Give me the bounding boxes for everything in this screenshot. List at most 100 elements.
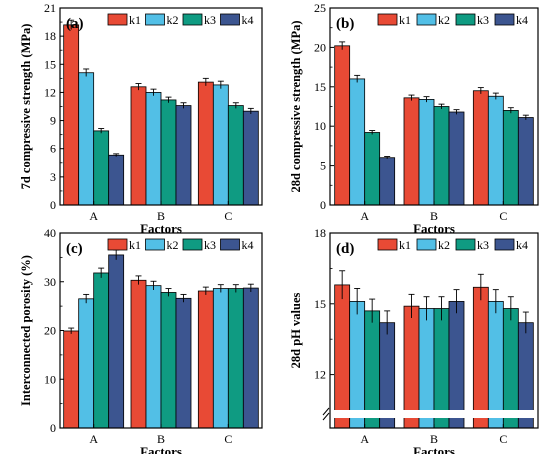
x-axis-label: Factors — [413, 444, 455, 454]
legend-label-k4: k4 — [516, 13, 528, 27]
legend-label-k2: k2 — [167, 13, 179, 27]
y-tick-label: 15 — [314, 297, 326, 311]
bar-k2-A — [78, 298, 95, 429]
x-axis-label: Factors — [140, 221, 182, 236]
bar-k4-B — [175, 297, 192, 429]
x-category-label: B — [430, 432, 438, 446]
x-category-label: C — [499, 432, 507, 446]
x-axis-label: Factors — [140, 444, 182, 454]
y-tick-label: 12 — [44, 85, 56, 99]
bar-k4-B — [448, 111, 465, 206]
legend-label-k4: k4 — [516, 238, 528, 252]
legend-swatch-k4 — [494, 13, 515, 26]
bar-k2-C — [487, 95, 504, 206]
bar-k4-B — [175, 105, 192, 206]
legend-swatch-k3 — [455, 238, 476, 251]
y-tick-label: 40 — [44, 226, 56, 240]
legend-swatch-k3 — [455, 13, 476, 26]
bar-k3-A — [93, 130, 110, 206]
y-tick-label: 18 — [44, 29, 56, 43]
legend-label-k3: k3 — [477, 13, 489, 27]
bar-k3-A — [364, 132, 381, 206]
y-tick-label: 15 — [314, 80, 326, 94]
bar-k1-B — [403, 305, 420, 429]
bar-k1-C — [197, 290, 214, 429]
bar-k4-A — [108, 254, 125, 429]
y-tick-label: 12 — [314, 368, 326, 382]
y-tick-label: 0 — [320, 198, 326, 212]
legend-label-k2: k2 — [438, 13, 450, 27]
bar-k1-C — [197, 81, 214, 206]
bar-k2-B — [418, 99, 435, 206]
legend-swatch-k1 — [377, 238, 398, 251]
bar-k3-C — [227, 288, 244, 429]
y-axis-label: 28d pH values — [289, 293, 303, 369]
x-category-label: A — [360, 209, 369, 223]
legend-swatch-k3 — [182, 13, 203, 26]
legend-swatch-k4 — [494, 238, 515, 251]
y-tick-label: 9 — [50, 114, 56, 128]
legend-swatch-k1 — [107, 13, 128, 26]
legend-label-k3: k3 — [477, 238, 489, 252]
panel-label: (d) — [336, 241, 354, 257]
x-category-label: A — [89, 432, 98, 446]
bar-k1-B — [130, 279, 147, 429]
x-category-label: B — [157, 209, 165, 223]
panel-2: 0 5 10 15 20 25 A B C Factors 28d compressive stre… — [289, 1, 539, 236]
legend-label-k3: k3 — [204, 238, 216, 252]
y-tick-label: 20 — [44, 324, 56, 338]
legend-swatch-k2 — [416, 13, 437, 26]
legend-label-k4: k4 — [242, 13, 254, 27]
bar-k2-B — [145, 285, 162, 429]
bar-k1-B — [403, 97, 420, 206]
bar-k4-B — [448, 301, 465, 429]
bar-k4-C — [242, 110, 259, 206]
legend-swatch-k3 — [182, 238, 203, 251]
legend-label-k1: k1 — [129, 13, 141, 27]
bar-k2-A — [349, 78, 366, 206]
bar-k4-C — [242, 287, 259, 429]
legend-label-k2: k2 — [167, 238, 179, 252]
bar-k2-C — [212, 288, 229, 429]
y-tick-label: 21 — [44, 1, 56, 15]
y-tick-label: 25 — [314, 1, 326, 15]
bar-k2-C — [212, 84, 229, 206]
legend-label-k1: k1 — [399, 13, 411, 27]
panel-label: (a) — [66, 16, 84, 32]
bar-k1-A — [334, 284, 351, 429]
legend-label-k4: k4 — [242, 238, 254, 252]
legend-label-k1: k1 — [129, 238, 141, 252]
legend-swatch-k4 — [220, 238, 240, 251]
legend-label-k1: k1 — [399, 238, 411, 252]
bar-k1-B — [130, 86, 147, 206]
legend-swatch-k1 — [107, 238, 128, 251]
legend-swatch-k1 — [377, 13, 398, 26]
bar-k3-B — [160, 292, 177, 429]
axis-break-mark — [322, 412, 330, 421]
y-tick-label: 15 — [44, 57, 56, 71]
x-category-label: B — [430, 209, 438, 223]
y-axis-label: 28d compressive strength (MPa) — [289, 20, 303, 192]
legend-swatch-k2 — [145, 13, 165, 26]
bar-k4-A — [108, 154, 125, 206]
x-category-label: C — [224, 209, 232, 223]
x-category-label: C — [224, 432, 232, 446]
x-category-label: C — [499, 209, 507, 223]
bar-k1-A — [63, 24, 80, 206]
bar-k3-B — [433, 106, 450, 206]
y-axis-label: Interconnected porosity (%) — [19, 255, 33, 406]
axis-break-band — [322, 410, 540, 418]
bar-k3-C — [227, 105, 244, 206]
bar-k2-C — [487, 301, 504, 429]
bar-k1-C — [472, 90, 489, 206]
y-axis-label: 7d compressive strength (MPa) — [19, 24, 33, 190]
bar-k4-C — [517, 117, 534, 206]
bar-k4-A — [379, 157, 396, 206]
legend-label-k3: k3 — [204, 13, 216, 27]
bar-k1-A — [334, 45, 351, 206]
y-tick-label: 20 — [314, 40, 326, 54]
x-axis-label: Factors — [413, 221, 455, 236]
bar-k1-C — [472, 286, 489, 429]
x-category-label: B — [157, 432, 165, 446]
